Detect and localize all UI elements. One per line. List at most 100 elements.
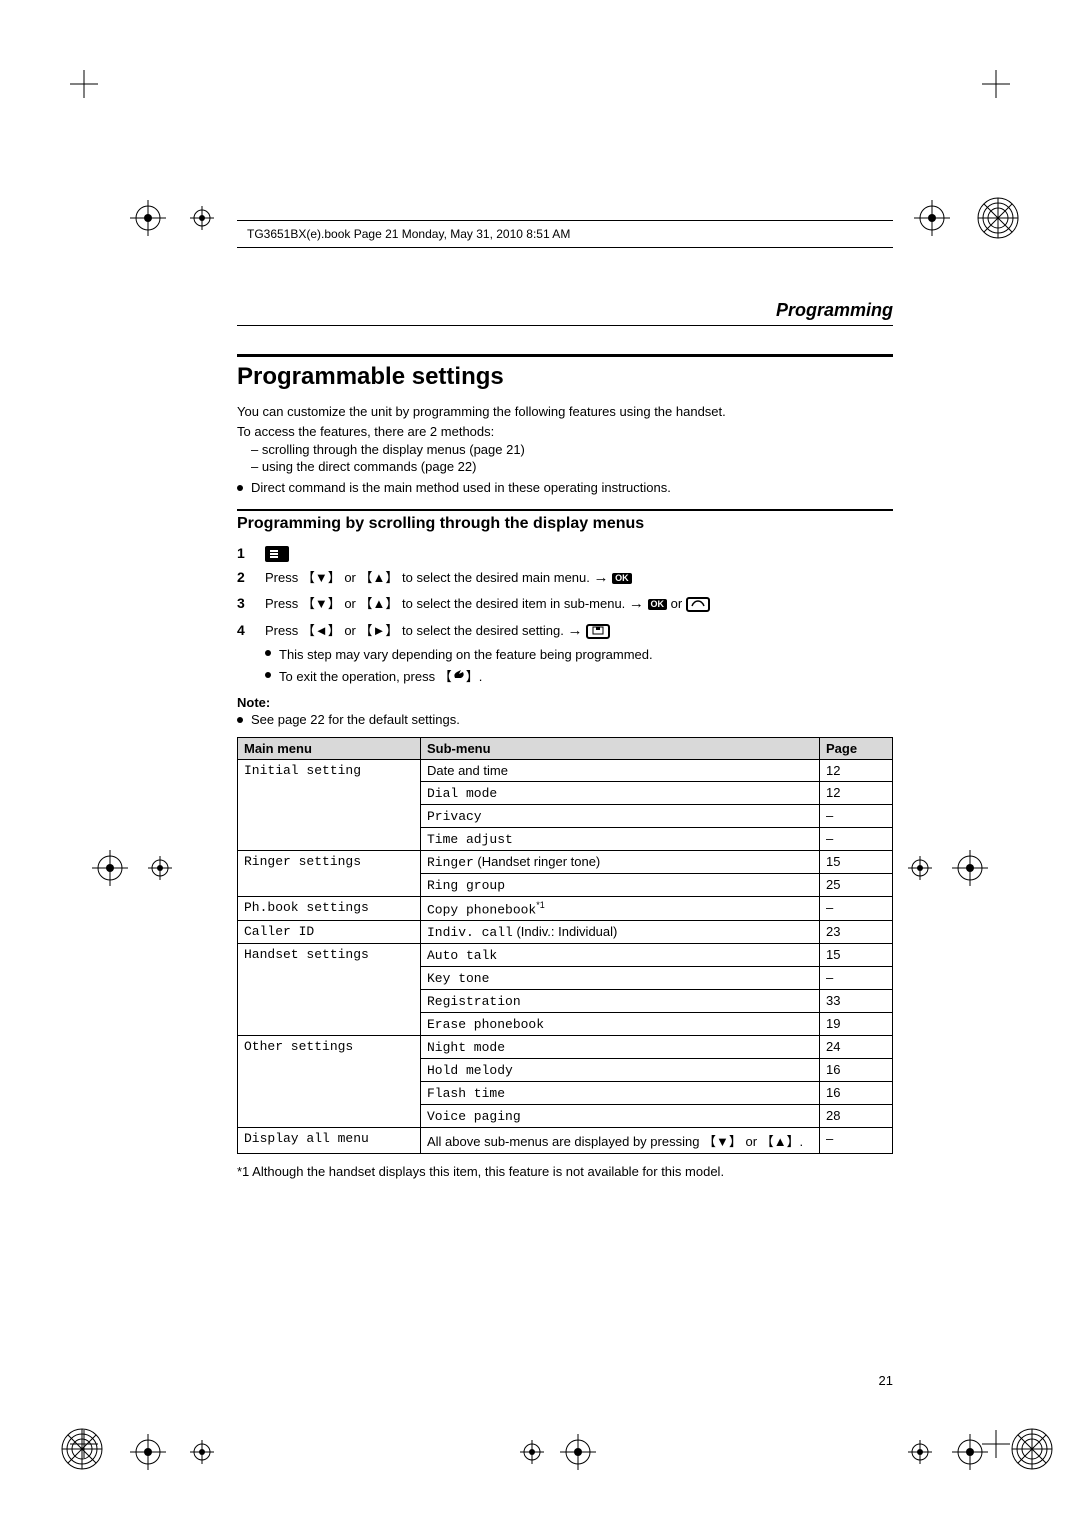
table-cell-sub: Indiv. call (Indiv.: Individual)	[421, 921, 820, 944]
save-softkey-icon	[586, 624, 610, 639]
table-cell-main: Ringer settings	[238, 850, 421, 896]
table-cell-sub: Hold melody	[421, 1059, 820, 1082]
table-header: Sub-menu	[421, 737, 820, 759]
step-3: Press 【▼】 or 【▲】 to select the desired i…	[237, 593, 893, 616]
page-number: 21	[879, 1373, 893, 1388]
settings-table: Main menu Sub-menu Page Initial settingD…	[237, 737, 893, 1154]
reg-mark	[560, 1434, 596, 1470]
table-cell-sub: All above sub-menus are displayed by pre…	[421, 1128, 820, 1154]
table-header: Page	[820, 737, 893, 759]
step-4-note: This step may vary depending on the feat…	[279, 645, 893, 665]
table-cell-page: –	[820, 1128, 893, 1154]
table-row: Other settingsNight mode24	[238, 1036, 893, 1059]
table-cell-sub: Key tone	[421, 967, 820, 990]
table-row: Caller IDIndiv. call (Indiv.: Individual…	[238, 921, 893, 944]
table-cell-page: 33	[820, 990, 893, 1013]
reg-mark-small	[520, 1440, 544, 1464]
table-cell-page: 16	[820, 1082, 893, 1105]
table-cell-main: Other settings	[238, 1036, 421, 1128]
note-item: See page 22 for the default settings.	[251, 712, 893, 727]
arrow-icon: →	[594, 569, 609, 586]
book-stamp: TG3651BX(e).book Page 21 Monday, May 31,…	[247, 227, 570, 241]
header-rule	[237, 247, 893, 248]
ok-softkey-icon: OK	[648, 599, 668, 610]
table-cell-page: 19	[820, 1013, 893, 1036]
table-header: Main menu	[238, 737, 421, 759]
table-cell-sub: Ringer (Handset ringer tone)	[421, 850, 820, 873]
table-cell-page: –	[820, 804, 893, 827]
reg-mark-small	[190, 206, 214, 230]
crop-mark-tl	[70, 70, 98, 98]
reg-mark-small	[908, 856, 932, 880]
table-cell-sub: Ring group	[421, 873, 820, 896]
reg-mark	[92, 850, 128, 886]
table-cell-page: –	[820, 827, 893, 850]
menu-icon	[265, 546, 289, 562]
content-area: Programming Programmable settings You ca…	[237, 300, 893, 1179]
reg-mark	[914, 200, 950, 236]
section-label: Programming	[237, 300, 893, 321]
sub-rule	[237, 509, 893, 511]
table-cell-main: Ph.book settings	[238, 896, 421, 920]
table-cell-sub: Privacy	[421, 804, 820, 827]
table-cell-sub: Time adjust	[421, 827, 820, 850]
table-cell-sub: Copy phonebook*1	[421, 896, 820, 920]
table-cell-page: –	[820, 896, 893, 920]
multi-ring-icon	[60, 1427, 104, 1474]
table-cell-sub: Flash time	[421, 1082, 820, 1105]
table-cell-sub: Registration	[421, 990, 820, 1013]
page-title: Programmable settings	[237, 363, 893, 391]
reg-mark-small	[908, 1440, 932, 1464]
table-row: Initial settingDate and time12	[238, 759, 893, 781]
table-cell-sub: Night mode	[421, 1036, 820, 1059]
steps-list: Press 【▼】 or 【▲】 to select the desired m…	[237, 543, 893, 687]
note-label: Note:	[237, 695, 893, 710]
table-cell-page: 25	[820, 873, 893, 896]
table-cell-page: 28	[820, 1105, 893, 1128]
table-row: Display all menuAll above sub-menus are …	[238, 1128, 893, 1154]
table-cell-page: –	[820, 967, 893, 990]
table-cell-page: 24	[820, 1036, 893, 1059]
intro-block: You can customize the unit by programmin…	[237, 403, 893, 495]
step-4: Press 【◄】 or 【►】 to select the desired s…	[237, 620, 893, 687]
off-icon	[452, 667, 466, 687]
thick-rule	[237, 354, 893, 357]
table-cell-sub: Auto talk	[421, 944, 820, 967]
reg-mark	[952, 1434, 988, 1470]
step-4-note: To exit the operation, press 【】.	[279, 667, 893, 687]
table-cell-sub: Voice paging	[421, 1105, 820, 1128]
table-row: Handset settingsAuto talk15	[238, 944, 893, 967]
table-cell-sub: Date and time	[421, 759, 820, 781]
table-cell-main: Handset settings	[238, 944, 421, 1036]
table-row: Ph.book settingsCopy phonebook*1–	[238, 896, 893, 920]
table-cell-page: 12	[820, 781, 893, 804]
crop-mark-tr	[982, 70, 1010, 98]
table-cell-main: Display all menu	[238, 1128, 421, 1154]
table-cell-main: Initial setting	[238, 759, 421, 850]
reg-mark	[952, 850, 988, 886]
table-row: Ringer settingsRinger (Handset ringer to…	[238, 850, 893, 873]
multi-ring-icon	[976, 196, 1020, 243]
intro-dash: scrolling through the display menus (pag…	[251, 442, 893, 457]
arrow-icon: →	[629, 595, 644, 612]
table-cell-page: 15	[820, 850, 893, 873]
step-1	[237, 543, 893, 563]
intro-bullet: Direct command is the main method used i…	[251, 480, 893, 495]
intro-line: You can customize the unit by programmin…	[237, 403, 893, 421]
reg-mark-small	[190, 1440, 214, 1464]
reg-mark	[130, 200, 166, 236]
table-cell-main: Caller ID	[238, 921, 421, 944]
table-cell-page: 15	[820, 944, 893, 967]
table-cell-sub: Erase phonebook	[421, 1013, 820, 1036]
footnote: *1 Although the handset displays this it…	[237, 1164, 893, 1179]
reg-mark	[130, 1434, 166, 1470]
section-underline	[237, 325, 893, 326]
table-cell-page: 16	[820, 1059, 893, 1082]
page-container: TG3651BX(e).book Page 21 Monday, May 31,…	[0, 0, 1080, 1528]
reg-mark-small	[148, 856, 172, 880]
intro-line: To access the features, there are 2 meth…	[237, 423, 893, 441]
intro-dash: using the direct commands (page 22)	[251, 459, 893, 474]
table-cell-sub: Dial mode	[421, 781, 820, 804]
table-cell-page: 23	[820, 921, 893, 944]
header-rule	[237, 220, 893, 221]
